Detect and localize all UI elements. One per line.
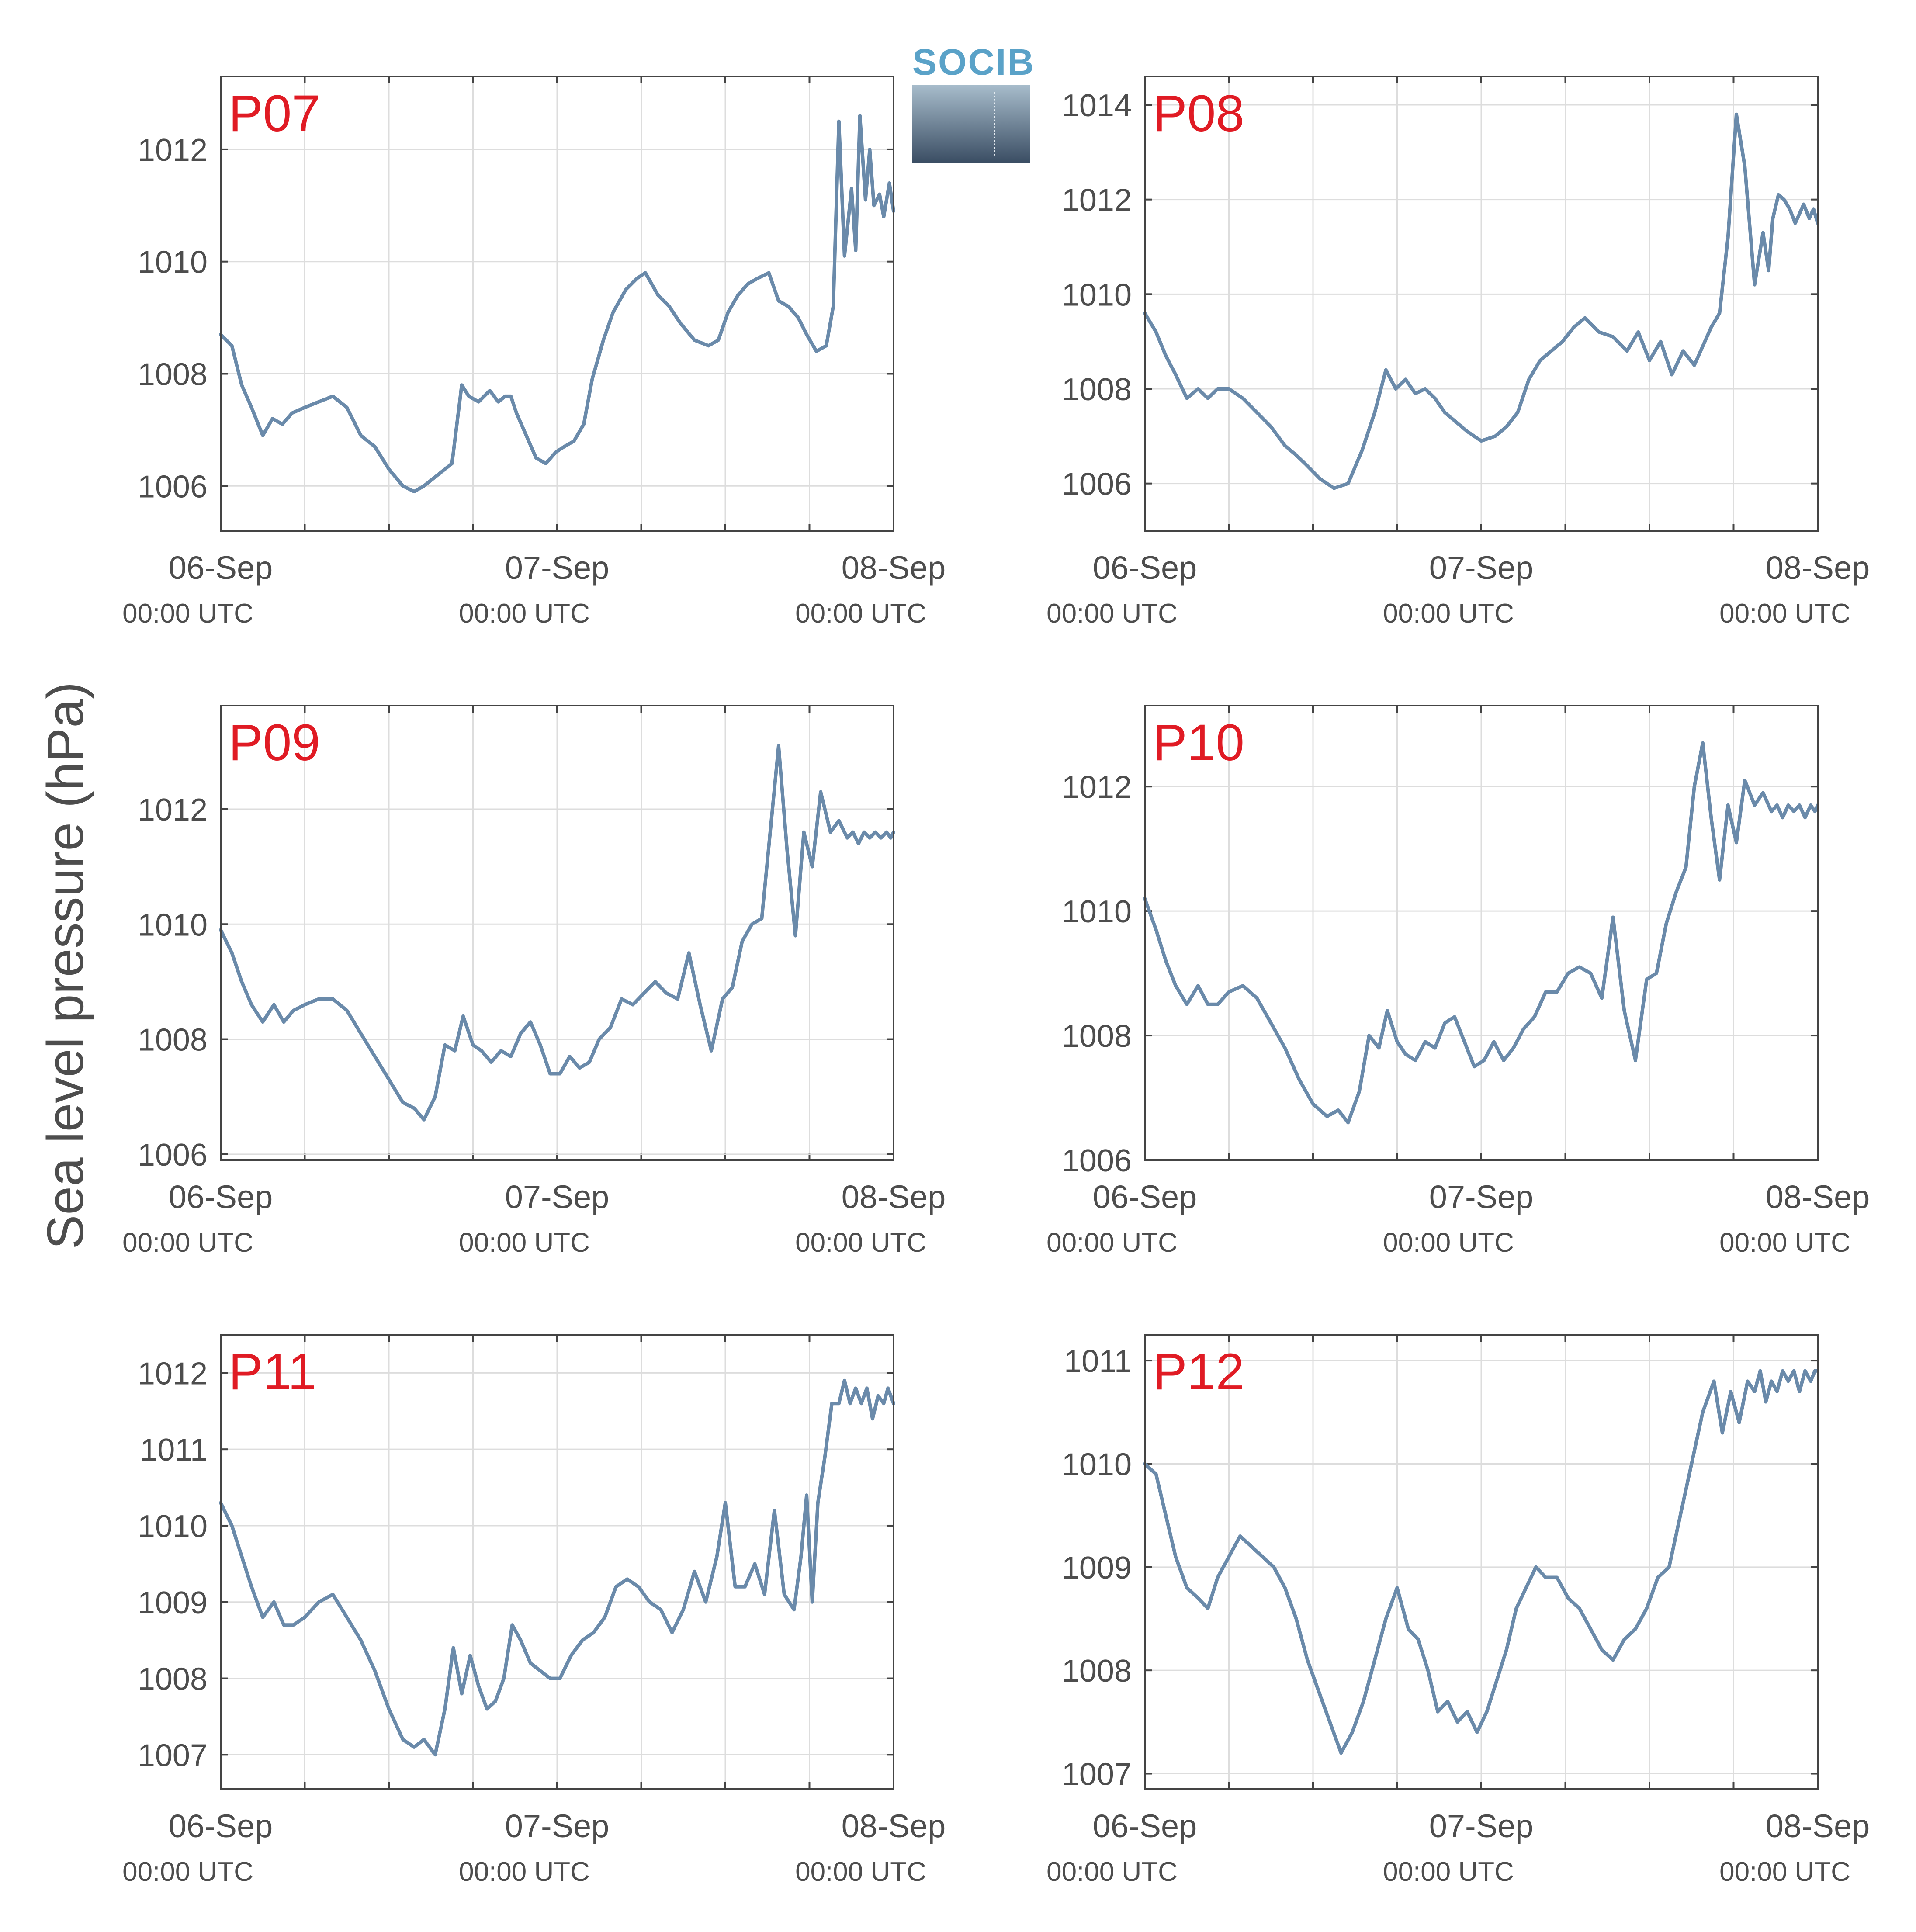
panel-p09: 1006 1008 1010 1012 06-Sep 00:00 UTC 07-Sep 00:… xyxy=(122,705,946,1258)
y-tick-label: 1006 xyxy=(138,469,208,504)
y-tick-label: 1009 xyxy=(138,1586,208,1620)
x-tick-label-date: 06-Sep xyxy=(1093,1808,1197,1844)
y-tick-label: 1011 xyxy=(1064,1344,1132,1379)
panel-p10: 1006 1008 1010 1012 06-Sep 00:00 UTC 07-Sep 00:… xyxy=(1046,705,1870,1258)
series-line xyxy=(1143,741,1819,1125)
x-tick-label-time: 00:00 UTC xyxy=(795,1857,926,1887)
panel-p08: 1006 1008 1010 1012 1014 06-Sep 00:00 UTC 07-Se… xyxy=(1046,76,1870,629)
y-tick-label: 1012 xyxy=(138,1356,208,1391)
series-line xyxy=(1143,112,1819,490)
axes-frame xyxy=(1144,705,1819,1161)
y-tick-label: 1010 xyxy=(138,1509,208,1544)
y-tick-label: 1008 xyxy=(1062,1019,1132,1054)
x-tick-label-time: 00:00 UTC xyxy=(459,599,590,629)
y-tick-label: 1006 xyxy=(1062,467,1132,502)
logo-icon xyxy=(912,85,1030,163)
axes-frame xyxy=(1144,76,1819,532)
panel-label: P12 xyxy=(1153,1343,1244,1401)
x-tick-label-time: 00:00 UTC xyxy=(1719,1228,1850,1258)
x-tick-label-date: 07-Sep xyxy=(505,1808,610,1844)
y-tick-label: 1010 xyxy=(1062,277,1132,312)
x-tick-label-time: 00:00 UTC xyxy=(1719,1857,1850,1887)
x-tick-label-time: 00:00 UTC xyxy=(1046,599,1178,629)
x-tick-label-time: 00:00 UTC xyxy=(459,1228,590,1258)
y-tick-label: 1010 xyxy=(1062,1447,1132,1482)
x-tick-label-time: 00:00 UTC xyxy=(795,1228,926,1258)
series-line xyxy=(219,1378,895,1757)
y-axis-label: Sea level pressure (hPa) xyxy=(37,682,94,1250)
x-tick-label-date: 07-Sep xyxy=(505,550,610,586)
x-tick-label-date: 08-Sep xyxy=(842,1808,946,1844)
x-tick-label-time: 00:00 UTC xyxy=(1383,1228,1514,1258)
panel-label: P11 xyxy=(229,1343,316,1401)
y-tick-label: 1006 xyxy=(1062,1143,1132,1178)
panel-p07: 1006 1008 1010 1012 06-Sep 00:00 UTC 07-Sep 00:… xyxy=(122,76,946,629)
y-tick-label: 1012 xyxy=(138,133,208,168)
x-tick-label-date: 06-Sep xyxy=(1093,550,1197,586)
panel-label: P10 xyxy=(1153,714,1244,772)
x-tick-label-time: 00:00 UTC xyxy=(1046,1857,1178,1887)
panel-p12: 1007 1008 1009 1010 1011 06-Sep 00:00 UTC 07-Se… xyxy=(1046,1334,1870,1887)
socib-logo: SOCIB xyxy=(912,42,1036,164)
x-tick-label-time: 00:00 UTC xyxy=(122,1857,253,1887)
x-tick-label-time: 00:00 UTC xyxy=(122,599,253,629)
panel-label: P09 xyxy=(229,714,320,772)
x-tick-label-date: 06-Sep xyxy=(169,1808,273,1844)
x-tick-label-time: 00:00 UTC xyxy=(122,1228,253,1258)
y-tick-label: 1008 xyxy=(1062,1654,1132,1689)
y-tick-label: 1011 xyxy=(140,1433,208,1468)
axes-frame xyxy=(220,76,894,532)
y-tick-label: 1014 xyxy=(1062,88,1132,123)
x-tick-label-time: 00:00 UTC xyxy=(795,599,926,629)
axes-frame xyxy=(1144,1334,1819,1790)
panel-label: P07 xyxy=(229,85,320,142)
y-tick-label: 1012 xyxy=(1062,183,1132,218)
x-tick-label-date: 06-Sep xyxy=(1093,1179,1197,1215)
y-tick-label: 1012 xyxy=(138,793,208,828)
series-line xyxy=(1143,1369,1819,1755)
y-tick-label: 1010 xyxy=(138,907,208,942)
x-tick-label-date: 08-Sep xyxy=(1766,1808,1870,1844)
y-tick-label: 1008 xyxy=(1062,372,1132,407)
series-line xyxy=(219,744,895,1122)
y-tick-label: 1006 xyxy=(138,1138,208,1173)
axes-frame xyxy=(220,705,894,1161)
x-tick-label-date: 07-Sep xyxy=(1429,1179,1534,1215)
x-tick-label-time: 00:00 UTC xyxy=(1046,1228,1178,1258)
x-tick-label-date: 08-Sep xyxy=(842,1179,946,1215)
panel-p11: 1007 1008 1009 1010 1011 1012 06-Sep 00:00 UTC 0… xyxy=(122,1334,946,1887)
x-tick-label-time: 00:00 UTC xyxy=(1383,1857,1514,1887)
y-tick-label: 1007 xyxy=(1062,1757,1132,1792)
y-tick-label: 1010 xyxy=(138,245,208,280)
x-tick-label-date: 07-Sep xyxy=(1429,1808,1534,1844)
x-tick-label-time: 00:00 UTC xyxy=(459,1857,590,1887)
axes-frame xyxy=(220,1334,894,1790)
x-tick-label-date: 06-Sep xyxy=(169,550,273,586)
y-tick-label: 1008 xyxy=(138,357,208,392)
x-tick-label-date: 08-Sep xyxy=(842,550,946,586)
x-tick-label-date: 07-Sep xyxy=(1429,550,1534,586)
x-tick-label-date: 07-Sep xyxy=(505,1179,610,1215)
x-tick-label-time: 00:00 UTC xyxy=(1719,599,1850,629)
panel-label: P08 xyxy=(1153,85,1244,142)
y-tick-label: 1012 xyxy=(1062,770,1132,805)
x-tick-label-date: 06-Sep xyxy=(169,1179,273,1215)
x-tick-label-date: 08-Sep xyxy=(1766,1179,1870,1215)
y-tick-label: 1007 xyxy=(138,1738,208,1773)
series-line xyxy=(219,114,895,494)
y-tick-label: 1009 xyxy=(1062,1551,1132,1586)
y-tick-label: 1010 xyxy=(1062,894,1132,929)
x-tick-label-time: 00:00 UTC xyxy=(1383,599,1514,629)
y-tick-label: 1008 xyxy=(138,1662,208,1697)
logo-text: SOCIB xyxy=(912,42,1036,83)
x-tick-label-date: 08-Sep xyxy=(1766,550,1870,586)
y-tick-label: 1008 xyxy=(138,1023,208,1058)
